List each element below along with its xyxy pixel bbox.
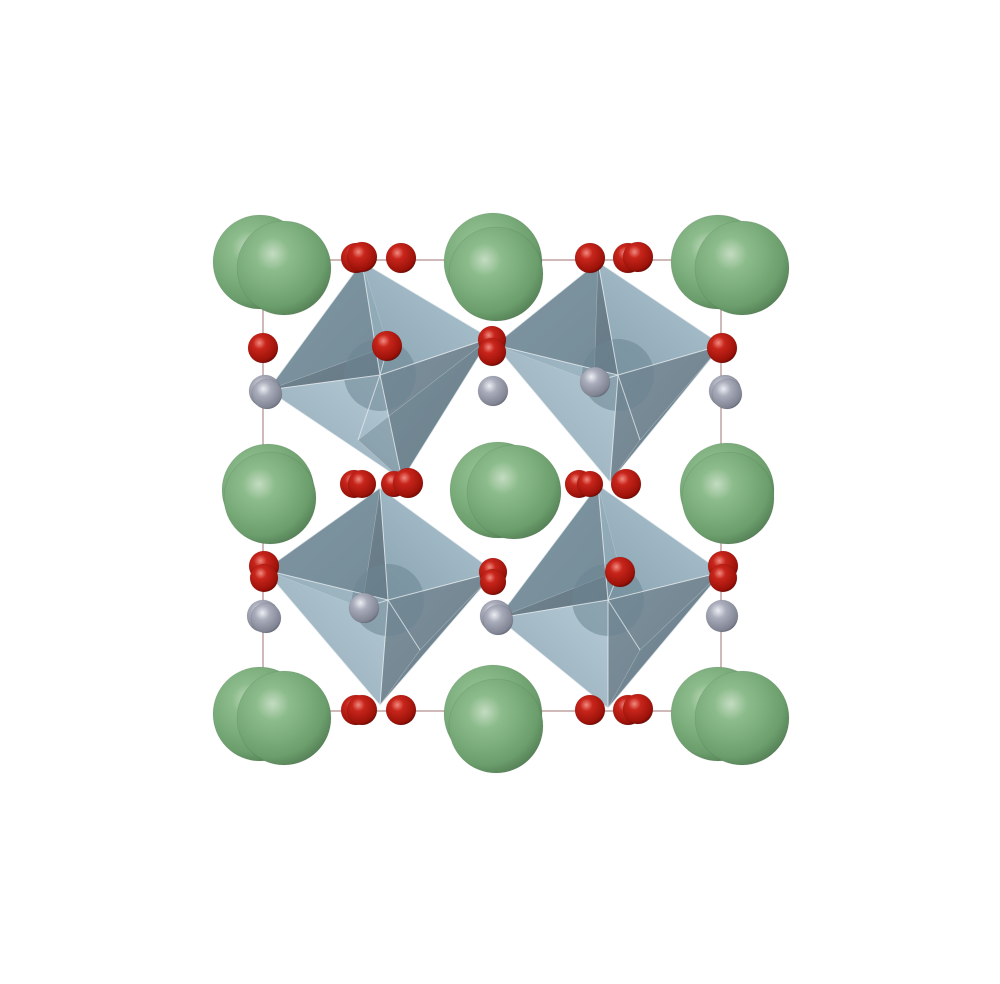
bond	[379, 487, 389, 601]
octahedron-edge	[494, 344, 611, 483]
metal-atom	[477, 375, 509, 407]
bond	[497, 599, 609, 619]
oxygen-atom	[347, 469, 377, 499]
octahedron-edge	[264, 569, 381, 706]
oxygen-atom	[622, 241, 654, 273]
bond	[379, 337, 491, 376]
octahedron-edge	[379, 487, 496, 573]
large-cation-atom	[694, 220, 790, 316]
bond	[597, 484, 609, 601]
large-cation-atom	[448, 226, 544, 322]
octahedron-edge	[597, 484, 723, 573]
octahedron-edge	[264, 487, 381, 571]
atoms-layer	[212, 212, 790, 774]
metal-atom	[711, 378, 743, 410]
octahedron-edge	[497, 617, 609, 709]
oxygen-atom	[574, 242, 606, 274]
large-cation-atom	[694, 670, 790, 766]
octahedron-edge	[267, 389, 403, 481]
large-cation-atom	[448, 678, 544, 774]
oxygen-atom	[574, 694, 606, 726]
oxygen-atom	[708, 563, 738, 593]
bond	[607, 599, 641, 651]
metal-atom	[705, 599, 739, 633]
large-cation-atom	[223, 451, 317, 545]
metal-atom	[348, 592, 380, 624]
metal-atom	[251, 378, 283, 410]
bond	[597, 261, 619, 376]
large-cation-atom	[236, 670, 332, 766]
oxygen-atom	[479, 568, 507, 596]
bond	[387, 571, 496, 601]
oxygen-atom	[247, 332, 279, 364]
bond	[609, 374, 619, 483]
bond	[607, 571, 723, 601]
octahedron-edge	[597, 261, 723, 346]
octahedron-edge	[609, 344, 723, 483]
bond	[617, 344, 723, 376]
oxygen-atom	[576, 470, 604, 498]
bond	[379, 599, 389, 706]
oxygen-atom	[604, 556, 636, 588]
bond	[379, 374, 403, 481]
octahedron	[497, 484, 723, 709]
metal-atom	[250, 602, 282, 634]
large-cation-atom	[681, 451, 775, 545]
bond	[617, 374, 641, 441]
large-cation-atom	[466, 444, 562, 540]
octahedron-edge	[494, 261, 599, 346]
octahedron	[267, 261, 491, 481]
octahedron	[264, 487, 496, 706]
oxygen-atom	[371, 330, 403, 362]
oxygen-atom	[477, 337, 507, 367]
bond	[267, 374, 381, 391]
octahedron-edge	[267, 261, 363, 391]
oxygen-atom	[385, 694, 417, 726]
bond	[387, 599, 421, 651]
oxygen-atom	[622, 693, 654, 725]
octahedron-edge	[361, 261, 491, 339]
oxygen-atom	[706, 332, 738, 364]
oxygen-atom	[385, 242, 417, 274]
oxygen-atom	[249, 563, 279, 593]
oxygen-atom	[346, 241, 378, 273]
metal-atom	[482, 604, 514, 636]
metal-atom	[579, 366, 611, 398]
octahedron-edge	[607, 571, 723, 709]
bond	[357, 374, 381, 441]
octahedron-edge	[379, 571, 496, 706]
octahedron-edge	[401, 337, 491, 481]
large-cation-atom	[236, 220, 332, 316]
oxygen-atom	[346, 694, 378, 726]
oxygen-atom	[610, 468, 642, 500]
oxygen-atom	[392, 467, 424, 499]
octahedron-edge	[497, 484, 599, 619]
